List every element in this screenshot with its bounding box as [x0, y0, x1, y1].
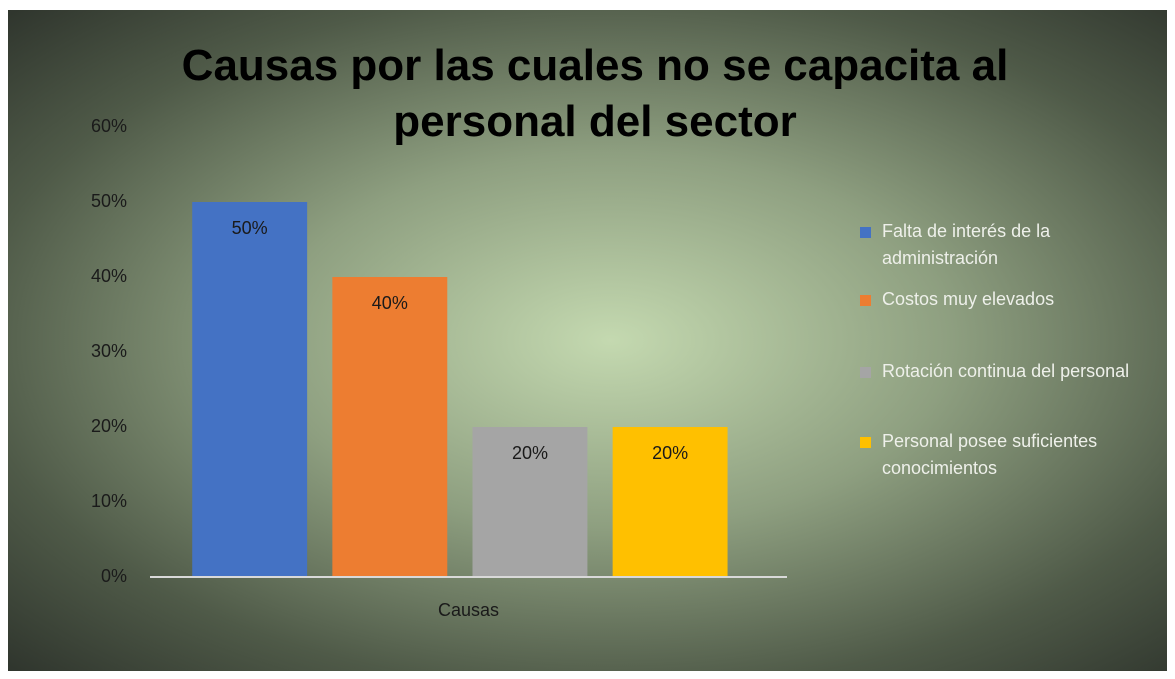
legend-item: Costos muy elevados	[860, 286, 1152, 313]
legend-swatch	[860, 437, 871, 448]
data-label: 40%	[372, 293, 408, 313]
data-label: 20%	[652, 443, 688, 463]
y-tick-label: 10%	[91, 491, 127, 511]
y-tick-label: 30%	[91, 341, 127, 361]
legend-label: Costos muy elevados	[882, 289, 1055, 309]
x-tick-label: Causas	[438, 600, 499, 620]
legend-label: Personal posee suficientes conocimientos	[882, 431, 1098, 478]
chart-title: Causas por las cuales no se capacita al …	[181, 41, 1009, 146]
legend-label: Falta de interés de la administración	[882, 221, 1051, 268]
legend-swatch	[860, 227, 871, 238]
data-label: 50%	[232, 218, 268, 238]
data-label: 20%	[512, 443, 548, 463]
legend-item: Personal posee suficientes conocimientos	[860, 428, 1152, 482]
y-tick-label: 50%	[91, 191, 127, 211]
bar	[472, 427, 588, 577]
y-tick-label: 0%	[101, 566, 127, 586]
y-tick-label: 40%	[91, 266, 127, 286]
legend-item: Rotación continua del personal	[860, 358, 1152, 385]
legend-swatch	[860, 367, 871, 378]
y-tick-label: 60%	[91, 116, 127, 136]
legend-swatch	[860, 295, 871, 306]
bar	[612, 427, 728, 577]
y-tick-label: 20%	[91, 416, 127, 436]
bar	[192, 202, 308, 577]
legend-item: Falta de interés de la administración	[860, 218, 1152, 272]
legend-label: Rotación continua del personal	[882, 361, 1130, 381]
bar	[332, 277, 448, 577]
